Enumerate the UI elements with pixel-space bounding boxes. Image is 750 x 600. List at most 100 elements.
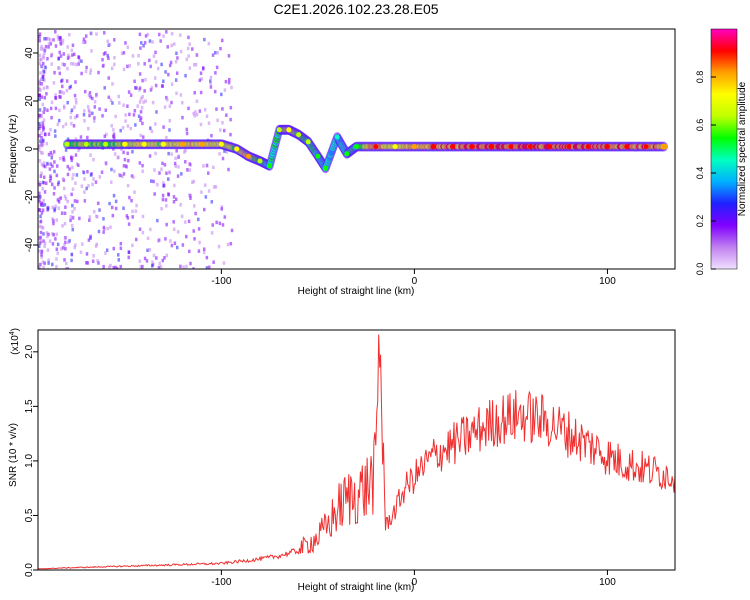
noise-cell: [192, 267, 195, 269]
noise-cell: [85, 186, 88, 191]
noise-cell: [155, 110, 158, 114]
noise-cell: [143, 256, 147, 261]
noise-cell: [120, 51, 124, 56]
x-tick-label: -100: [211, 577, 231, 588]
noise-cell: [163, 163, 167, 167]
noise-cell: [45, 85, 49, 89]
noise-cell: [70, 223, 74, 228]
noise-cell: [203, 183, 207, 187]
noise-cell: [221, 156, 225, 161]
noise-cell: [80, 184, 84, 188]
noise-cell: [64, 266, 68, 269]
noise-cell: [38, 249, 41, 253]
noise-cell: [40, 225, 44, 229]
x-tick-label: 100: [599, 276, 616, 287]
noise-cell: [113, 152, 117, 156]
noise-cell: [112, 128, 115, 132]
noise-cell: [119, 173, 122, 178]
noise-cell: [69, 84, 73, 89]
ridge-point: [160, 141, 166, 147]
noise-cell: [220, 92, 223, 97]
noise-cell: [169, 60, 173, 65]
noise-cell: [219, 46, 222, 51]
noise-cell: [215, 65, 219, 70]
noise-cell: [124, 164, 128, 168]
noise-cell: [127, 255, 131, 260]
noise-cell: [151, 40, 154, 44]
noise-cell: [200, 190, 203, 194]
noise-cell: [42, 141, 45, 146]
bottom-y-axis-label: SNR (10 * v/v): [8, 423, 19, 487]
noise-cell: [129, 93, 133, 97]
noise-cell: [173, 241, 177, 245]
noise-cell: [87, 108, 91, 112]
noise-cell: [55, 232, 58, 237]
noise-cell: [96, 215, 99, 219]
noise-cell: [112, 134, 115, 139]
noise-cell: [230, 85, 233, 90]
noise-cell: [86, 261, 90, 265]
noise-cell: [39, 230, 43, 235]
noise-cell: [94, 94, 98, 98]
noise-cell: [134, 123, 137, 127]
noise-cell: [41, 61, 45, 66]
noise-cell: [42, 175, 46, 180]
noise-cell: [223, 149, 226, 153]
noise-cell: [38, 97, 41, 102]
chart-title: C2E1.2026.102.23.28.E05: [273, 1, 438, 17]
noise-cell: [194, 110, 197, 114]
noise-cell: [38, 121, 41, 126]
noise-cell: [149, 227, 152, 232]
ridge-point: [64, 141, 70, 147]
noise-cell: [40, 211, 44, 215]
noise-cell: [62, 91, 65, 95]
noise-cell: [138, 86, 142, 90]
noise-cell: [218, 221, 222, 226]
noise-cell: [52, 81, 56, 85]
noise-cell: [150, 86, 154, 90]
noise-cell: [81, 242, 84, 246]
noise-cell: [188, 249, 191, 254]
noise-cell: [131, 54, 135, 58]
noise-cell: [150, 129, 154, 134]
noise-cell: [102, 230, 105, 234]
noise-cell: [105, 132, 108, 137]
noise-cell: [164, 70, 167, 74]
noise-cell: [119, 264, 123, 269]
noise-cell: [117, 94, 120, 99]
noise-cell: [170, 243, 174, 248]
noise-cell: [40, 255, 43, 259]
noise-cell: [152, 253, 156, 258]
noise-cell: [223, 215, 227, 219]
noise-cell: [85, 252, 89, 256]
ridge-point: [411, 144, 417, 150]
noise-cell: [58, 108, 61, 113]
noise-cell: [51, 153, 54, 157]
noise-cell: [216, 50, 219, 55]
noise-cell: [106, 39, 109, 44]
noise-cell: [141, 214, 145, 219]
noise-cell: [61, 84, 64, 89]
noise-cell: [74, 62, 78, 67]
noise-cell: [174, 156, 177, 161]
noise-cell: [63, 211, 67, 216]
ridge-point: [276, 127, 282, 133]
noise-cell: [210, 200, 214, 204]
noise-cell: [63, 236, 67, 240]
noise-cell: [127, 222, 131, 226]
noise-cell: [161, 193, 165, 198]
noise-cell: [113, 62, 116, 67]
noise-cell: [50, 100, 54, 105]
bottom-x-axis-label: Height of straight line (km): [298, 582, 415, 593]
noise-cell: [42, 198, 45, 203]
noise-cell: [55, 257, 58, 261]
noise-cell: [41, 151, 44, 155]
noise-cell: [38, 145, 41, 149]
noise-cell: [63, 194, 67, 199]
noise-cell: [179, 49, 183, 54]
noise-cell: [169, 239, 172, 243]
noise-cell: [220, 207, 223, 211]
noise-cell: [40, 162, 44, 167]
noise-cell: [89, 234, 92, 239]
noise-cell: [71, 227, 75, 232]
